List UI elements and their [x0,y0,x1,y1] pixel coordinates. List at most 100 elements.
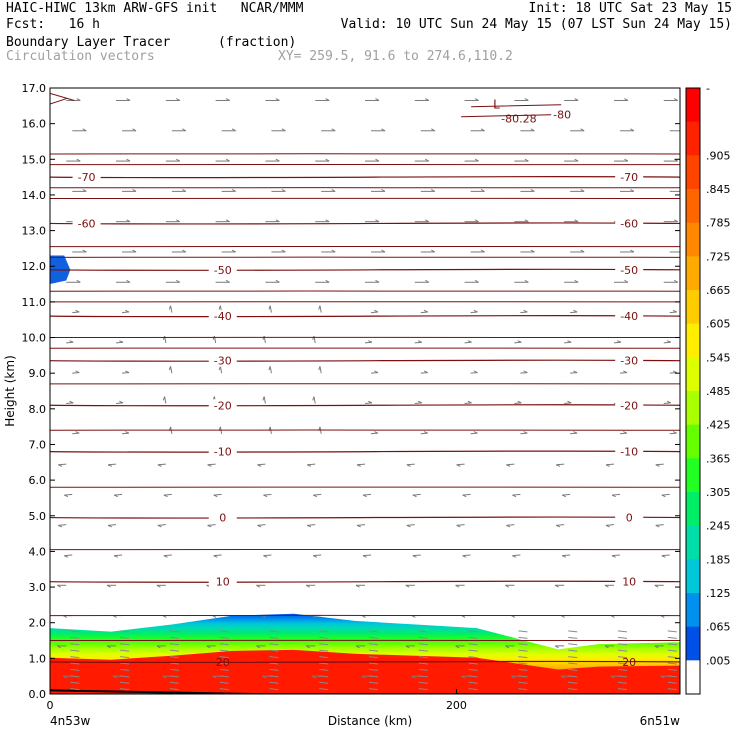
vector-arrow [165,158,181,162]
vector-head [113,494,118,498]
vector-head [672,370,677,374]
vector-shaft [70,630,80,633]
contour-label: 20 [622,656,636,669]
vector-shaft [418,656,428,659]
vector-arrow [462,554,471,558]
vector-head [156,645,161,649]
vector-arrow [561,493,571,498]
vector-shaft [570,432,578,435]
vector-head [381,128,386,132]
vector-arrow [165,279,181,283]
vector-arrow [520,128,535,132]
vector-shaft [72,432,80,435]
vector-head [106,584,111,588]
vector-shaft [667,649,677,652]
vector-arrow [605,463,614,467]
contour-line [50,153,680,155]
vector-shaft [257,524,266,526]
contour-label-bg [615,171,644,184]
contour-line [50,336,680,339]
vector-shaft [468,662,478,665]
vector-arrow [256,584,266,588]
vector-head [207,524,212,528]
vector-head [125,370,130,374]
vector-shaft [667,681,677,684]
vector-shaft [70,668,80,671]
contour-line [50,580,680,583]
colorbar-label: .425 [706,419,731,432]
vector-head [156,584,161,588]
vector-arrow [570,189,585,192]
vector-shaft [667,630,677,633]
vector-shaft [120,656,130,659]
vector-shaft [667,675,677,678]
vector-arrow [554,645,565,649]
vector-arrow [514,158,529,162]
vector-shaft [418,681,428,684]
contour-line [50,175,680,179]
contour-label: 10 [216,576,230,589]
vector-shaft [468,688,478,691]
contour-label-bg [615,575,644,588]
vector-head [517,400,522,404]
vector-head [325,219,330,223]
vector-shaft [617,656,628,659]
vector-head [474,158,479,162]
contour-line [50,548,680,551]
vector-head [375,158,380,162]
vector-head [425,158,430,162]
vector-shaft [468,656,478,659]
vector-head [580,128,585,132]
colorbar-swatch [686,155,700,190]
vector-head [257,464,262,467]
vector-shaft [269,681,279,684]
vector-head [182,128,187,132]
vector-head [375,98,380,101]
vector-head [672,309,677,313]
vector-arrow [215,279,230,283]
vector-head [374,431,379,434]
contour-line [50,347,680,350]
vector-shaft [568,643,578,646]
vector-shaft [64,554,73,557]
vector-shaft [219,366,223,374]
vector-head [523,370,528,374]
vector-arrow [66,340,74,344]
vector-arrow [365,219,380,223]
vector-head [176,158,181,162]
vector-head [655,524,660,528]
vector-arrow [554,584,565,588]
contour-label-bg [615,354,644,367]
colorbar-label: .005 [706,654,731,667]
vector-arrow [663,98,678,101]
vector-arrow [321,249,336,253]
vector-shaft [120,649,130,652]
vector-arrow [257,463,266,467]
vector-head [381,249,386,253]
vector-arrow [613,158,629,162]
vector-head [524,98,529,101]
vector-shaft [116,402,124,404]
vector-arrow [514,400,522,404]
vector-arrow [156,645,166,649]
vector-shaft [269,636,279,639]
vector-head [106,645,111,649]
vector-head [431,249,436,253]
vector-shaft [213,493,222,496]
vector-shaft [568,688,578,691]
vector-shaft [356,463,366,466]
vector-head [673,98,678,101]
vector-head [573,370,578,374]
vector-arrow [72,370,80,374]
vector-arrow [58,524,67,528]
vector-shaft [307,524,316,526]
vector-head [69,400,74,404]
vector-head [425,98,430,101]
vector-shaft [655,463,664,466]
vector-head [455,645,460,649]
vector-shaft [70,688,80,691]
vector-shaft [169,636,179,639]
vector-head [624,98,629,101]
vector-head [119,400,124,404]
vector-arrow [107,463,117,467]
